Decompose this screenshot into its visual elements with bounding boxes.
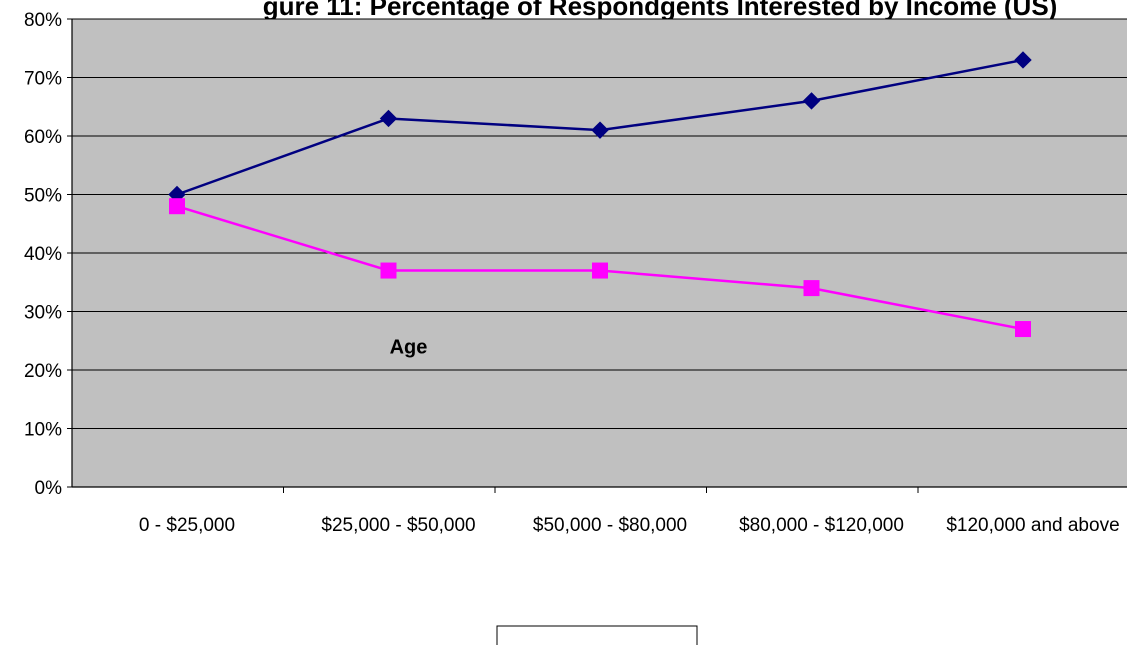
series-layer <box>168 51 1032 338</box>
y-tick-label: 70% <box>24 69 62 90</box>
y-axis: 0% 10% 20% 30% 40% 50% 60% 70% 80% <box>24 10 72 499</box>
x-tick-label: $80,000 - $120,000 <box>739 515 904 536</box>
y-tick-label: 40% <box>24 244 62 265</box>
series-no <box>169 198 1031 338</box>
x-tick-label: $50,000 - $80,000 <box>533 515 687 536</box>
chart-title: gure 11: Percentage of Respondgents Inte… <box>263 0 1058 21</box>
y-tick-label: 0% <box>35 478 63 499</box>
y-tick-label: 10% <box>24 420 62 441</box>
y-tick-label: 60% <box>24 127 62 148</box>
data-point-yes <box>379 109 398 128</box>
data-point-no <box>1015 321 1031 338</box>
data-point-yes <box>591 121 609 139</box>
y-tick-label: 20% <box>24 361 62 382</box>
x-axis: 0 - $25,000 $25,000 - $50,000 $50,000 - $8… <box>139 487 1120 536</box>
data-point-no <box>169 198 185 215</box>
legend-box <box>496 625 698 645</box>
x-tick-label: $25,000 - $50,000 <box>321 515 475 536</box>
y-tick-label: 30% <box>24 303 62 324</box>
legend: YesNo <box>496 625 698 645</box>
data-point-yes <box>802 92 821 110</box>
data-point-yes <box>1014 51 1032 69</box>
x-tick-label: 0 - $25,000 <box>139 515 235 536</box>
x-tick-label: $120,000 and above <box>946 515 1119 536</box>
annotation-label: Age <box>390 337 428 359</box>
y-tick-label: 50% <box>24 186 62 207</box>
data-point-no <box>380 262 397 279</box>
y-tick-label: 80% <box>24 10 62 31</box>
plot-area <box>71 18 1127 488</box>
data-point-no <box>803 280 820 297</box>
series-yes <box>168 51 1032 204</box>
data-point-no <box>592 262 608 279</box>
